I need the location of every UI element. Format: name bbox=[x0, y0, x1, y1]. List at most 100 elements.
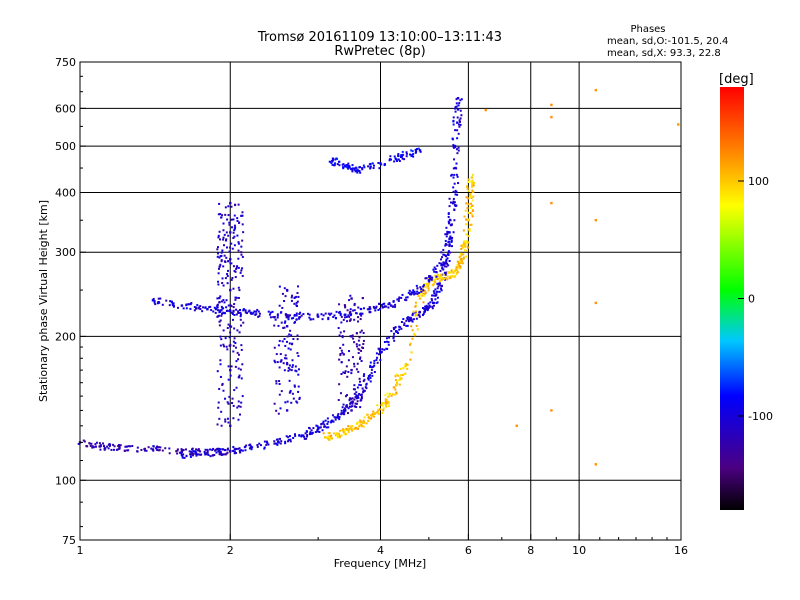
data-point bbox=[90, 442, 93, 445]
data-point bbox=[360, 314, 363, 317]
data-point bbox=[237, 241, 240, 244]
data-point bbox=[285, 288, 289, 292]
data-point bbox=[353, 168, 356, 171]
data-point bbox=[390, 158, 393, 161]
data-point bbox=[241, 274, 244, 277]
data-point bbox=[372, 164, 375, 167]
data-point bbox=[234, 296, 237, 299]
data-point bbox=[227, 214, 230, 217]
data-point bbox=[205, 453, 208, 456]
data-point bbox=[278, 380, 281, 383]
data-point bbox=[458, 264, 461, 267]
data-point bbox=[351, 334, 354, 337]
data-point bbox=[370, 417, 373, 420]
data-point bbox=[405, 324, 408, 327]
data-point bbox=[337, 432, 341, 436]
data-point bbox=[340, 315, 343, 318]
data-point bbox=[182, 307, 185, 310]
data-point bbox=[355, 368, 358, 371]
data-point bbox=[455, 266, 458, 269]
data-point bbox=[228, 336, 231, 339]
data-point bbox=[284, 354, 287, 357]
data-point bbox=[369, 311, 372, 314]
data-point bbox=[467, 235, 470, 238]
data-point bbox=[229, 231, 232, 234]
data-point bbox=[355, 391, 358, 394]
data-point bbox=[452, 144, 455, 147]
data-point bbox=[222, 222, 225, 225]
data-point bbox=[327, 312, 330, 315]
data-point bbox=[395, 392, 398, 395]
data-point bbox=[385, 402, 388, 405]
data-point bbox=[349, 310, 352, 313]
data-point bbox=[451, 202, 454, 205]
data-point bbox=[399, 367, 402, 370]
data-point bbox=[265, 440, 268, 443]
data-point bbox=[362, 164, 365, 167]
data-point bbox=[348, 319, 351, 322]
data-point bbox=[191, 454, 194, 457]
data-point bbox=[244, 445, 247, 448]
data-point bbox=[151, 299, 155, 302]
data-point bbox=[275, 382, 278, 385]
data-point bbox=[324, 425, 327, 428]
data-point bbox=[287, 439, 290, 442]
data-point bbox=[218, 256, 221, 259]
data-point bbox=[383, 163, 386, 166]
data-point bbox=[171, 304, 174, 307]
data-point bbox=[239, 451, 242, 454]
data-point bbox=[233, 452, 236, 455]
data-point bbox=[276, 361, 279, 364]
data-point bbox=[427, 308, 430, 311]
data-point bbox=[189, 455, 192, 458]
data-point bbox=[397, 374, 400, 377]
data-point bbox=[219, 335, 222, 338]
data-point bbox=[232, 404, 235, 407]
data-point bbox=[285, 313, 288, 316]
data-point bbox=[350, 168, 353, 171]
data-point bbox=[373, 415, 376, 418]
data-point bbox=[440, 289, 443, 292]
data-point bbox=[224, 397, 227, 400]
data-point bbox=[357, 320, 360, 323]
data-point bbox=[444, 244, 447, 247]
data-point bbox=[323, 423, 326, 426]
data-point bbox=[216, 306, 219, 309]
data-point bbox=[281, 340, 284, 343]
data-point bbox=[196, 304, 199, 307]
data-point bbox=[467, 197, 470, 200]
data-point bbox=[359, 313, 362, 316]
data-point bbox=[232, 218, 235, 221]
data-point bbox=[268, 313, 271, 316]
data-point bbox=[452, 190, 455, 193]
data-point bbox=[239, 313, 242, 316]
data-point bbox=[181, 456, 184, 459]
data-point bbox=[215, 451, 218, 454]
data-point bbox=[397, 158, 400, 161]
data-point bbox=[441, 273, 444, 276]
data-point bbox=[369, 414, 372, 417]
data-point bbox=[387, 303, 390, 306]
data-point bbox=[276, 443, 279, 446]
data-point bbox=[359, 393, 362, 396]
data-point bbox=[455, 173, 458, 176]
data-point bbox=[298, 397, 301, 400]
data-point bbox=[328, 160, 331, 163]
data-point bbox=[401, 293, 404, 296]
data-point bbox=[280, 311, 283, 314]
data-point bbox=[339, 331, 342, 334]
data-point bbox=[343, 330, 346, 333]
data-point bbox=[287, 318, 290, 321]
data-point bbox=[350, 372, 353, 375]
data-point bbox=[373, 362, 376, 365]
data-point bbox=[453, 173, 456, 176]
data-point bbox=[238, 447, 241, 450]
data-point bbox=[347, 162, 350, 165]
data-point bbox=[307, 312, 310, 315]
data-point bbox=[457, 123, 460, 126]
data-point bbox=[279, 407, 282, 410]
data-point bbox=[113, 445, 116, 448]
data-point bbox=[237, 311, 240, 314]
data-point bbox=[285, 325, 289, 328]
data-point bbox=[454, 270, 457, 273]
